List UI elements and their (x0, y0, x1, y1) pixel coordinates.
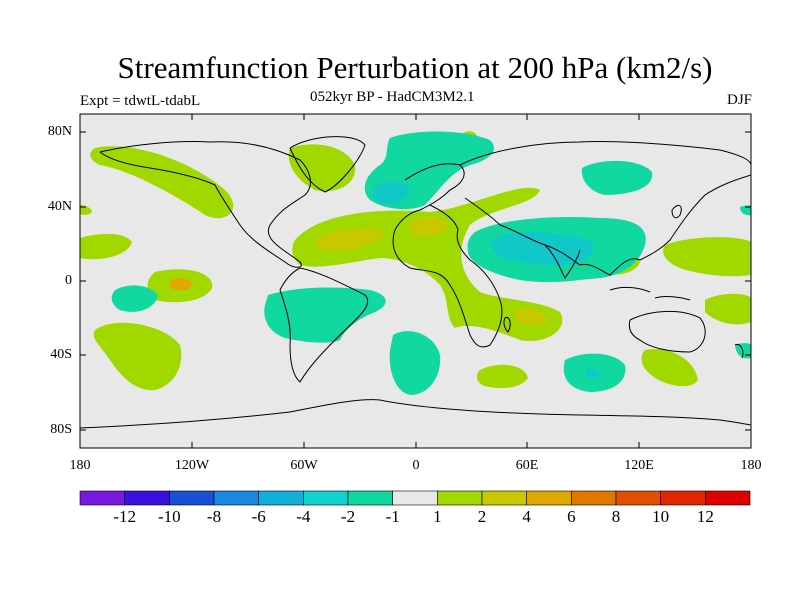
y-label-40s: 40S (50, 347, 72, 362)
plot-subtitle: 052kyr BP - HadCM3M2.1 (310, 89, 475, 105)
x-label-60e: 60E (515, 458, 539, 473)
contour-region-pos24-4 (170, 278, 192, 291)
colorbar-label: 10 (652, 507, 670, 526)
coast-australia (628, 310, 706, 353)
colorbar-swatch (392, 490, 438, 506)
contour-region-neg-8 (740, 205, 751, 216)
colorbar-swatch (124, 490, 170, 506)
colorbar-swatch (303, 490, 349, 506)
colorbar-swatch (615, 490, 661, 506)
contour-region-pos-6 (93, 322, 182, 391)
colorbar-swatch (437, 490, 483, 506)
contour-region-neg24-3 (585, 368, 600, 378)
season-label: DJF (726, 92, 752, 108)
coast-madagascar (503, 316, 511, 333)
contour-region-pos-10 (663, 237, 751, 277)
x-label-120w: 120W (174, 458, 210, 473)
colorbar-swatch (481, 490, 527, 506)
colorbar-swatch (169, 490, 215, 506)
coast-greenland (289, 136, 366, 193)
contour-region-pos-2 (80, 233, 132, 260)
colorbar-label: 8 (611, 507, 621, 526)
contour-region-pos-11 (705, 293, 751, 325)
contour-region-neg-2 (581, 160, 653, 195)
coast-south-america (279, 267, 368, 383)
coast-north-america (99, 141, 311, 268)
x-label-0: 0 (412, 458, 420, 473)
coast-indonesia (609, 286, 691, 301)
x-label-180e: 180 (740, 458, 762, 473)
x-label-120e: 120E (624, 458, 654, 473)
y-label-80s: 80S (50, 422, 72, 437)
y-label-80n: 80N (47, 124, 72, 139)
contour-region-pos24-2 (410, 217, 448, 237)
coast-europe-africa (392, 163, 503, 348)
contour-region-pos-8 (476, 364, 528, 389)
colorbar-swatch (258, 490, 304, 506)
coast-new-zealand (734, 343, 744, 359)
y-label-40n: 40N (47, 199, 72, 214)
colorbar-label: -6 (251, 507, 266, 526)
colorbar-label: 1 (433, 507, 442, 526)
colorbar-label: 2 (477, 507, 487, 526)
coastlines (80, 136, 751, 429)
colorbar-label: -2 (340, 507, 356, 526)
colorbar-label: -12 (113, 507, 136, 526)
x-axis-ticks (79, 114, 752, 448)
y-axis-ticks (80, 131, 751, 431)
colorbar-swatch (347, 490, 393, 506)
contour-region-pos-9 (641, 349, 698, 387)
contour-region-pos-4 (292, 187, 563, 341)
contour-region-neg-4 (264, 287, 386, 343)
coast-india (544, 244, 581, 279)
coast-japan (671, 204, 682, 219)
coast-antarctica (80, 399, 751, 429)
x-label-60w: 60W (290, 458, 318, 473)
colorbar-swatch (79, 490, 125, 506)
colorbar-label: -8 (206, 507, 222, 526)
coast-asia (459, 141, 751, 276)
experiment-label: Expt = tdwtL-tdabL (80, 93, 201, 109)
colorbar-swatch (571, 490, 617, 506)
y-label-0: 0 (65, 273, 72, 288)
contour-region-pos24-3 (515, 308, 546, 326)
colorbar-swatch (705, 490, 751, 506)
contour-region-neg-6 (389, 331, 441, 395)
colorbar-label: 6 (567, 507, 576, 526)
contour-field (80, 131, 751, 395)
contour-region-neg-5 (111, 285, 158, 312)
colorbar-label: 12 (696, 507, 714, 526)
colorbar (79, 490, 751, 506)
plot-title: Streamfunction Perturbation at 200 hPa (… (117, 50, 713, 85)
colorbar-label: -1 (385, 507, 400, 526)
colorbar-label: -4 (296, 507, 311, 526)
colorbar-swatch (526, 490, 572, 506)
colorbar-label: -10 (157, 507, 181, 526)
contour-region-neg24-1 (373, 182, 410, 205)
contour-region-pos-1 (90, 146, 234, 219)
colorbar-swatch (213, 490, 259, 506)
contour-region-pos24-1 (315, 228, 385, 251)
contour-region-pos-3 (288, 144, 356, 192)
x-label-180w: 180 (69, 458, 91, 473)
colorbar-label: 4 (522, 507, 531, 526)
colorbar-swatch (660, 490, 706, 506)
